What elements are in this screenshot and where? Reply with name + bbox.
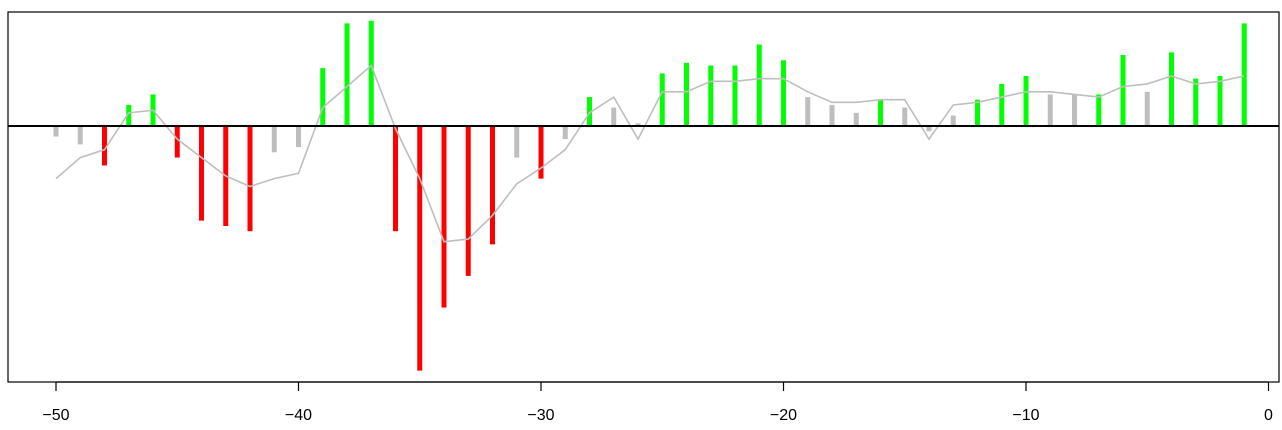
x-tick-label: −40 xyxy=(285,407,312,424)
bars-group xyxy=(53,20,1247,371)
trend-line-group xyxy=(55,64,1245,243)
x-tick-label: −20 xyxy=(770,407,797,424)
x-axis: −50 −40 −30 −20 −10 0 xyxy=(42,381,1273,424)
x-tick-label: 0 xyxy=(1264,407,1273,424)
plot-area-frame xyxy=(7,11,1280,383)
x-tick-label: −10 xyxy=(1012,407,1039,424)
trend-line xyxy=(55,64,1245,243)
x-tick-label: −50 xyxy=(42,407,69,424)
x-tick-label: −30 xyxy=(527,407,554,424)
